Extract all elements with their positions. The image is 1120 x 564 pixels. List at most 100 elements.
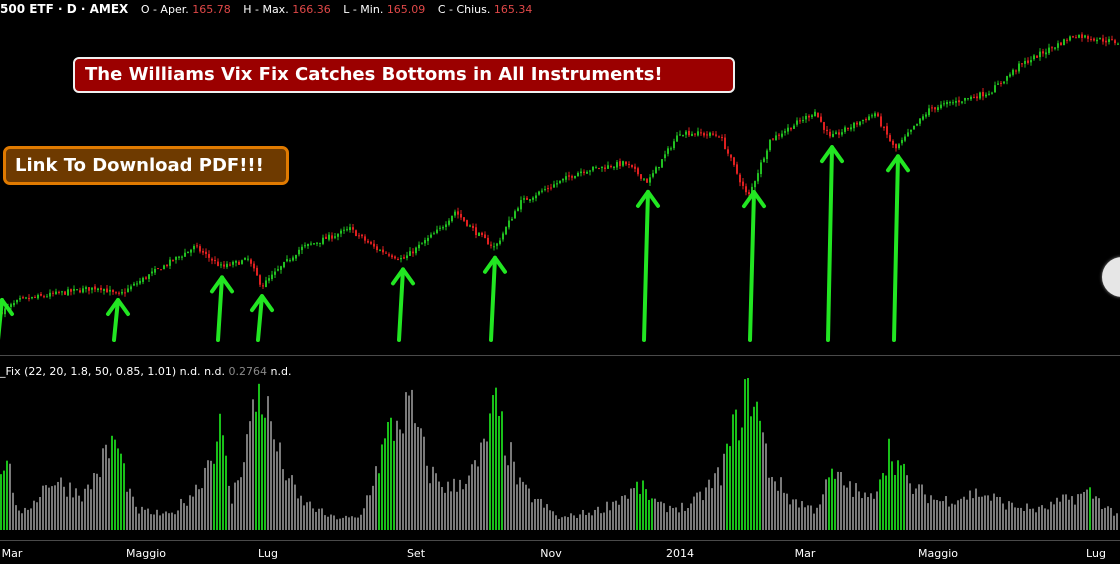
indicator-name[interactable]: _Fix (22, 20, 1.8, 50, 0.85, 1.01) (0, 365, 177, 378)
candle-body (835, 132, 837, 135)
vix-fix-bar (762, 432, 764, 530)
vix-fix-bar (393, 440, 395, 530)
time-axis-label: Lug (1086, 547, 1106, 560)
candle-body (172, 259, 174, 261)
vix-fix-bar (1035, 512, 1037, 530)
vix-fix-bar (330, 514, 332, 530)
vix-fix-bar (423, 436, 425, 530)
vix-fix-bar (657, 501, 659, 530)
candle-body (1024, 60, 1026, 64)
candle-body (784, 131, 786, 133)
candle-body (361, 234, 363, 237)
vix-fix-bar (537, 498, 539, 530)
candle-body (616, 162, 618, 168)
candle-body (997, 83, 999, 85)
scroll-to-realtime-handle[interactable] (1102, 257, 1120, 297)
candle-body (436, 229, 438, 233)
candle-body (232, 261, 234, 265)
candle-body (463, 217, 465, 221)
candle-body (409, 251, 411, 256)
vix-fix-bar (711, 488, 713, 530)
candle-body (187, 251, 189, 254)
vix-fix-bar (681, 502, 683, 530)
vix-fix-bar (906, 475, 908, 530)
open-value: 165.78 (192, 3, 231, 16)
vix-fix-bar (672, 508, 674, 530)
candle-body (874, 113, 876, 117)
candle-body (859, 121, 861, 125)
candle-body (910, 129, 912, 132)
vix-fix-bar (408, 395, 410, 530)
vix-fix-bar (141, 506, 143, 530)
vix-fix-bar (840, 472, 842, 530)
candle-body (52, 292, 54, 294)
candle-body (655, 167, 657, 174)
candle-body (811, 115, 813, 117)
vix-fix-bar (174, 514, 176, 530)
vix-fix-bar (60, 477, 62, 530)
candle-body (526, 197, 528, 200)
vix-fix-bar (1002, 503, 1004, 530)
candle-body (121, 291, 123, 294)
candle-body (1054, 47, 1056, 49)
vix-fix-bar (351, 516, 353, 530)
candle-body (1042, 51, 1044, 54)
vix-fix-bar (924, 494, 926, 530)
candle-body (487, 237, 489, 245)
vix-fix-bar (759, 420, 761, 530)
candle-body (949, 102, 951, 104)
candle-body (871, 115, 873, 117)
candle-body (550, 187, 552, 189)
candle-body (703, 133, 705, 136)
symbol-interval[interactable]: D (66, 2, 77, 16)
vix-fix-bar (180, 498, 182, 530)
vix-fix-bar (1050, 501, 1052, 530)
candle-body (13, 303, 15, 306)
candle-body (691, 133, 693, 136)
candle-body (310, 243, 312, 245)
symbol-name[interactable]: 500 ETF (0, 2, 54, 16)
candle-body (1048, 47, 1050, 54)
vix-fix-bar (867, 497, 869, 530)
candle-body (883, 127, 885, 129)
vix-fix-bar (12, 492, 14, 530)
candle-body (568, 175, 570, 177)
vix-fix-bar (285, 480, 287, 530)
candle-body (1108, 39, 1110, 42)
vix-fix-bar (1068, 499, 1070, 530)
vix-fix-bar (603, 512, 605, 530)
vix-fix-bar (108, 458, 110, 530)
bottom-arrow-head (886, 154, 910, 173)
vix-fix-bar (252, 399, 254, 530)
low-value: 165.09 (386, 3, 426, 16)
vix-fix-bar (1077, 494, 1079, 530)
vix-fix-bar (396, 420, 398, 530)
vix-fix-bar (372, 485, 374, 530)
candle-body (46, 296, 48, 298)
vix-fix-bar (1008, 501, 1010, 530)
pane-divider[interactable] (0, 355, 1120, 356)
candle-body (574, 175, 576, 178)
bottom-arrow-shaft (112, 298, 120, 342)
vix-fix-bar (0, 474, 2, 530)
candle-body (325, 236, 327, 240)
vix-fix-bar (168, 513, 170, 530)
candle-body (199, 246, 201, 252)
vix-fix-bar (747, 378, 749, 530)
candle-body (757, 173, 759, 182)
vix-fix-bar (870, 493, 872, 530)
candle-body (673, 141, 675, 149)
vix-fix-bar (975, 488, 977, 530)
candle-body (649, 177, 651, 183)
vix-fix-bar (249, 421, 251, 530)
candle-body (823, 122, 825, 130)
vix-fix-bar (594, 509, 596, 530)
candle-body (304, 245, 306, 247)
download-pdf-button[interactable]: Link To Download PDF!!! (3, 146, 289, 185)
vix-fix-bar (435, 473, 437, 530)
candle-body (1087, 36, 1089, 39)
indicator-legend[interactable]: _Fix (22, 20, 1.8, 50, 0.85, 1.01) n.d. … (0, 365, 291, 378)
vix-fix-bar (234, 482, 236, 530)
